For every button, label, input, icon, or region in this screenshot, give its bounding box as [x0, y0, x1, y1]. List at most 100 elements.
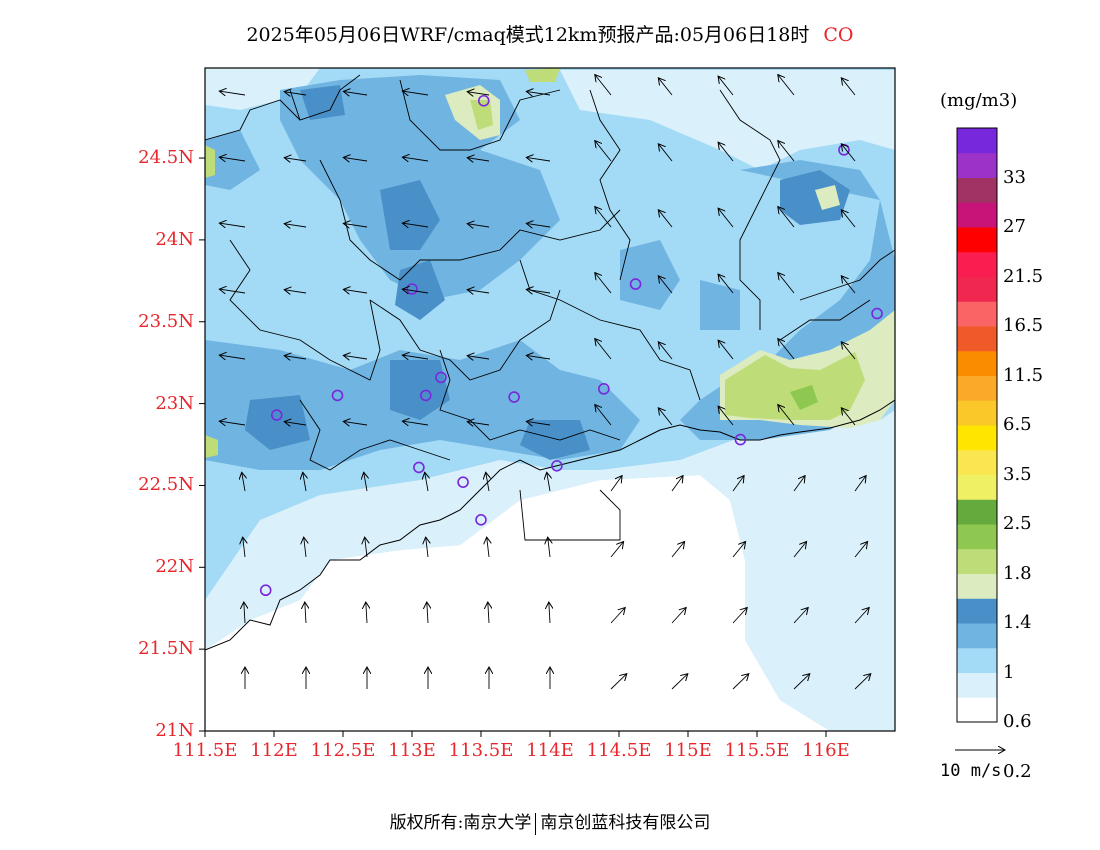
wind-vector	[658, 78, 673, 96]
site-marker	[508, 391, 520, 403]
colorbar-swatch	[957, 672, 997, 698]
wind-vector	[778, 207, 795, 228]
colorbar-swatch	[957, 152, 997, 178]
site-marker	[435, 371, 447, 384]
wind-vector	[718, 406, 734, 426]
lat-tick-label: 24N	[155, 228, 194, 250]
wind-vector	[732, 476, 744, 492]
wind-vector	[402, 355, 429, 359]
lat-tick-label: 24.5N	[138, 147, 194, 169]
lon-tick-label: 114.5E	[586, 740, 652, 761]
wind-vector	[718, 340, 734, 360]
wind-vector	[526, 289, 551, 293]
wind-vector	[610, 542, 624, 558]
wind-vector	[610, 608, 625, 624]
wind-vector	[793, 542, 807, 558]
wind-vector	[718, 208, 734, 228]
boundary-line	[289, 74, 361, 121]
wind-vector	[402, 91, 429, 95]
wind-vector	[793, 674, 810, 690]
footer-company: 南京创蓝科技有限公司	[540, 813, 711, 833]
wind-vector	[549, 602, 550, 624]
wind-vector	[219, 223, 246, 227]
wind-vector	[284, 224, 307, 227]
species-label: CO	[823, 24, 854, 46]
colorbar-swatch	[957, 251, 997, 277]
colorbar-label: 1	[1003, 661, 1015, 683]
wind-vector	[854, 476, 866, 492]
wind-vector	[595, 273, 612, 294]
wind-vector	[304, 537, 306, 558]
wind-vector	[364, 472, 367, 492]
wind-vector	[467, 158, 490, 161]
wind-vector	[343, 157, 368, 161]
field-mid-5	[620, 240, 680, 310]
site-marker	[259, 584, 272, 597]
wind-vector	[841, 210, 856, 228]
wind-vector	[526, 157, 551, 161]
field-high-west-1	[205, 145, 215, 178]
wind-vector	[284, 422, 307, 425]
wind-vector	[343, 223, 368, 227]
site-marker	[331, 389, 344, 402]
wind-vector	[284, 158, 307, 161]
coastline	[205, 399, 895, 651]
wind-vector	[778, 339, 795, 360]
colorbar-swatch	[957, 474, 997, 500]
boundary-line	[589, 89, 631, 281]
wind-vector	[671, 476, 683, 492]
wind-vector	[841, 276, 856, 294]
monitoring-sites	[259, 94, 883, 597]
field-dark-3	[390, 360, 450, 420]
wind-vector	[219, 289, 246, 293]
wind-vector	[365, 537, 367, 558]
wind-vector	[595, 405, 612, 426]
colorbar-swatch	[957, 177, 997, 203]
wind-vector	[793, 476, 805, 492]
wind-vector	[284, 92, 307, 95]
colorbar-swatch	[957, 623, 997, 649]
wind-vector	[841, 342, 856, 360]
wind-vector	[778, 405, 795, 426]
colorbar	[957, 128, 997, 723]
lon-tick-label: 113.5E	[448, 740, 514, 761]
wind-vector	[854, 674, 871, 690]
lon-tick-label: 112.5E	[310, 740, 376, 761]
wind-vector	[243, 537, 245, 558]
wind-vector	[595, 141, 612, 162]
wind-vector	[854, 542, 868, 558]
site-marker	[598, 383, 610, 395]
title-text: 2025年05月06日WRF/cmaq模式12km预报产品:05月06日18时	[246, 24, 810, 46]
wind-vectors	[219, 75, 871, 690]
site-marker	[270, 409, 283, 421]
colorbar-swatch	[957, 350, 997, 376]
wind-vector	[526, 421, 551, 425]
wind-vector	[242, 472, 245, 492]
wind-vector	[526, 355, 551, 359]
lon-tick-label: 115E	[664, 740, 712, 761]
wind-vector	[718, 142, 734, 162]
wind-vector	[595, 339, 612, 360]
lon-tick-label: 115.5E	[724, 740, 790, 761]
wind-vector	[303, 472, 306, 492]
lat-tick-label: 23.5N	[138, 310, 194, 332]
wind-vector	[658, 408, 673, 426]
field-high-top	[525, 68, 560, 82]
colorbar-swatch	[957, 276, 997, 302]
lat-tick-label: 22.5N	[138, 474, 194, 496]
colorbar-label: 33	[1003, 166, 1026, 188]
colorbar-swatch	[957, 499, 997, 525]
boundary-line	[519, 259, 701, 401]
field-high-ne	[815, 185, 840, 210]
wind-vector	[841, 144, 856, 162]
boundary-line	[205, 99, 301, 141]
field-high-coastal-core	[725, 352, 865, 420]
wind-vector	[402, 157, 429, 161]
colorbar-label: 27	[1003, 216, 1026, 237]
wind-vector	[467, 290, 490, 293]
wind-vector	[402, 223, 429, 227]
lat-tick-label: 21N	[155, 720, 194, 741]
wind-vector	[671, 674, 688, 690]
colorbar-label: 1.4	[1003, 612, 1032, 633]
